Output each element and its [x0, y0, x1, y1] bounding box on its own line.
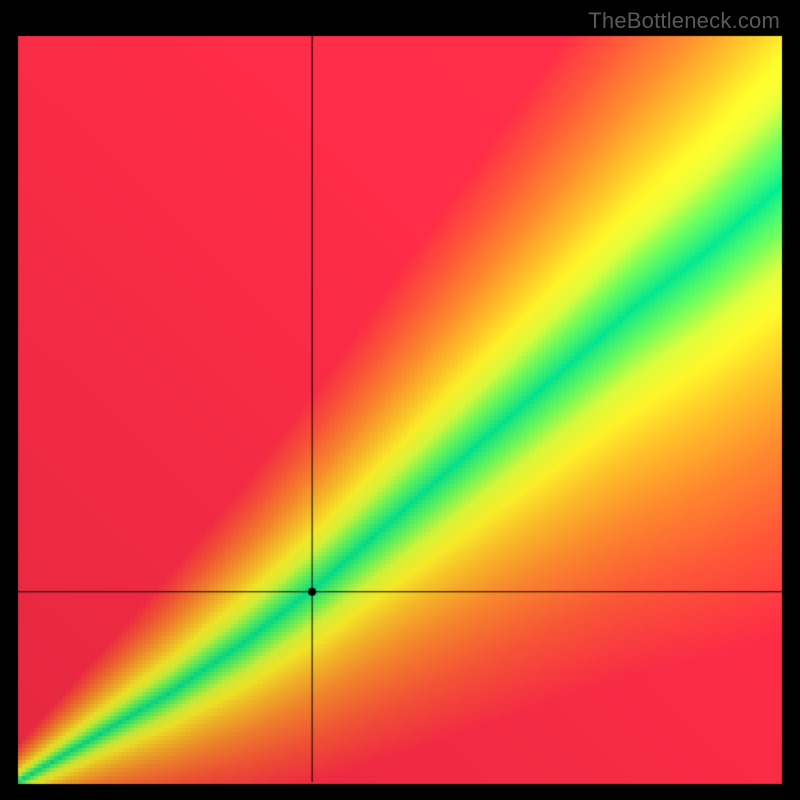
- bottleneck-heatmap: [0, 0, 800, 800]
- watermark-text: TheBottleneck.com: [588, 8, 780, 34]
